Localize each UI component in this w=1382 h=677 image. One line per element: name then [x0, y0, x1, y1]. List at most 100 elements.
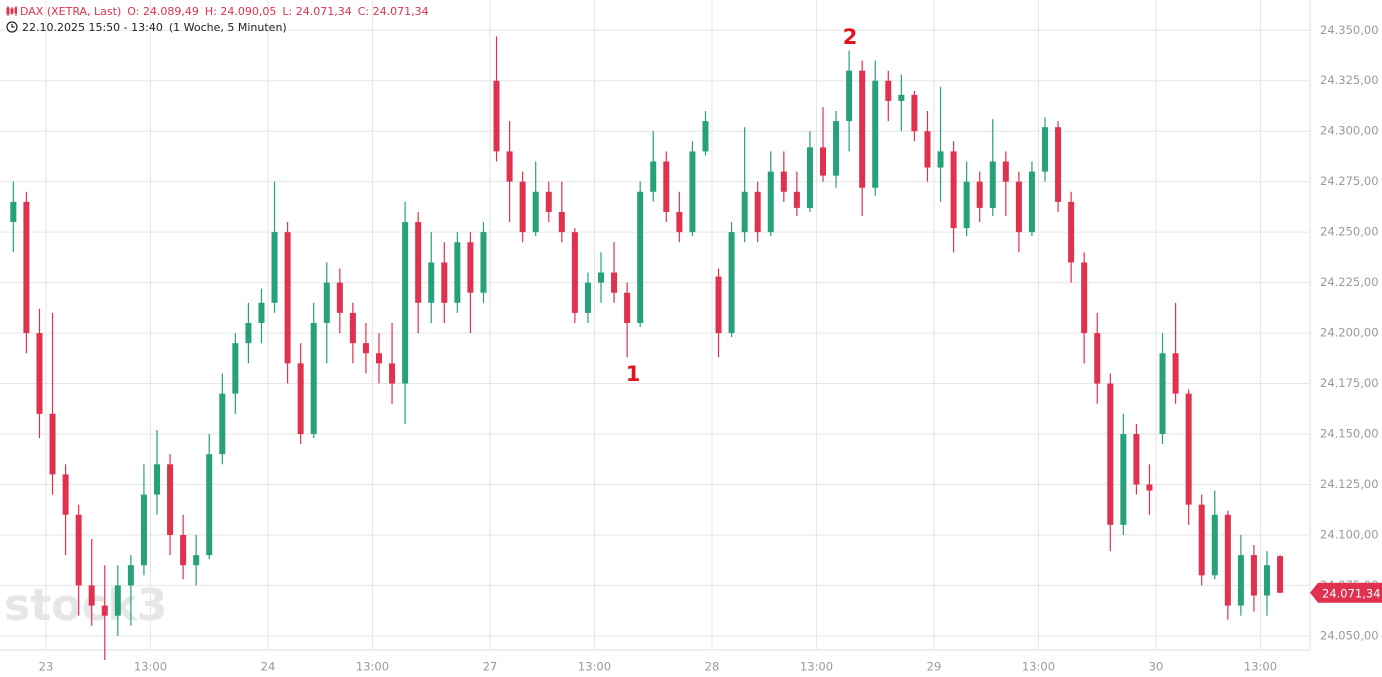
- candle-body: [402, 222, 409, 384]
- candle-body: [1081, 262, 1088, 334]
- candle-body: [741, 191, 748, 233]
- candle-body: [140, 494, 147, 566]
- candle-body: [1068, 201, 1075, 263]
- x-tick-label: 24: [261, 660, 276, 674]
- y-tick-label: 24.325,00: [1320, 73, 1379, 87]
- candle-body: [859, 70, 866, 188]
- x-tick-label: 30: [1149, 660, 1164, 674]
- candle-body: [846, 70, 853, 122]
- y-tick-label: 24.050,00: [1320, 628, 1379, 642]
- candle-body: [36, 333, 43, 414]
- candle-body: [1133, 434, 1140, 485]
- x-tick-label: 13:00: [134, 660, 167, 674]
- candle-body: [1237, 555, 1244, 606]
- candle-body: [310, 322, 317, 435]
- x-tick-label: 27: [483, 660, 498, 674]
- candle-body: [1264, 565, 1270, 596]
- candle-body: [362, 343, 369, 354]
- candle-body: [898, 94, 905, 101]
- x-tick-label: 23: [39, 660, 54, 674]
- candle-body: [154, 464, 160, 495]
- candle-body: [872, 80, 879, 188]
- candle-body: [245, 322, 252, 344]
- candle-body: [963, 181, 970, 229]
- candle-body: [989, 161, 996, 208]
- candle-body: [767, 171, 774, 233]
- y-tick-label: 24.150,00: [1320, 427, 1379, 441]
- candle-body: [780, 171, 787, 192]
- candle-body: [75, 514, 82, 586]
- candle-body: [950, 151, 957, 229]
- candle-body: [127, 565, 134, 586]
- y-tick-label: 24.200,00: [1320, 326, 1379, 340]
- open-text: O: 24.089,49: [127, 5, 199, 18]
- candle-body: [206, 454, 213, 556]
- candle-body: [10, 201, 17, 223]
- candle-body: [976, 181, 983, 208]
- candle-body: [441, 262, 448, 303]
- candle-body: [637, 191, 644, 323]
- y-tick-label: 24.175,00: [1320, 376, 1379, 390]
- y-tick-label: 24.300,00: [1320, 124, 1379, 138]
- grid: [0, 0, 1310, 650]
- x-tick-label: 13:00: [356, 660, 389, 674]
- candle-body: [1211, 514, 1218, 576]
- candle-body: [806, 147, 813, 208]
- candle-body: [598, 272, 604, 283]
- candle-body: [1277, 556, 1284, 593]
- candle-body: [793, 191, 800, 208]
- candle-body: [676, 211, 683, 233]
- candle-body: [101, 605, 108, 616]
- candle-body: [1094, 333, 1101, 384]
- candle-body: [467, 242, 474, 293]
- candle-body: [1172, 353, 1179, 394]
- time-range: 22.10.2025 15:50 - 13:40: [22, 21, 163, 34]
- candle-body: [728, 232, 735, 334]
- candle-body: [1120, 434, 1127, 525]
- candle-body: [532, 191, 539, 233]
- annotation: 2: [843, 25, 858, 49]
- header-line: 22.10.2025 15:50 - 13:40 (1 Woche, 5 Minu…: [6, 20, 435, 36]
- watermark: stock3: [4, 580, 167, 631]
- x-tick-label: 13:00: [1244, 660, 1277, 674]
- candle-body: [663, 161, 670, 212]
- y-tick-label: 24.275,00: [1320, 174, 1379, 188]
- candle-body: [833, 121, 840, 176]
- candle-body: [428, 262, 435, 303]
- candle-body: [519, 181, 526, 233]
- candle-body: [193, 555, 200, 566]
- candle-body: [584, 282, 591, 313]
- candle-body: [49, 413, 56, 475]
- candle-body: [88, 585, 95, 606]
- candle-body: [545, 191, 552, 212]
- candle-body: [911, 94, 918, 132]
- annotation: 1: [626, 362, 641, 386]
- candle-body: [493, 80, 500, 152]
- y-tick-label: 24.250,00: [1320, 225, 1379, 239]
- y-tick-label: 24.350,00: [1320, 23, 1379, 37]
- candle-body: [924, 131, 931, 168]
- last-price-label: 24.071,34: [1322, 586, 1381, 600]
- candle-body: [1185, 393, 1192, 505]
- candle-body: [624, 292, 631, 323]
- close-text: C: 24.071,34: [357, 5, 429, 18]
- candle-body: [258, 302, 265, 323]
- candle-body: [167, 464, 174, 535]
- candle-body: [885, 80, 892, 101]
- candle-icon: [6, 6, 18, 16]
- candle-body: [114, 585, 121, 616]
- candle-body: [1042, 127, 1048, 172]
- candle-body: [1146, 484, 1153, 491]
- candle-body: [702, 121, 709, 152]
- instrument: DAX (XETRA, Last): [20, 5, 122, 18]
- candle-body: [232, 343, 239, 394]
- candle-body: [297, 363, 304, 435]
- x-tick-label: 13:00: [578, 660, 611, 674]
- period: (1 Woche, 5 Minuten): [168, 21, 287, 34]
- y-tick-label: 24.125,00: [1320, 477, 1379, 491]
- candle-body: [937, 151, 944, 168]
- candle-body: [349, 312, 356, 344]
- candle-body: [454, 242, 461, 303]
- candle-body: [62, 474, 69, 515]
